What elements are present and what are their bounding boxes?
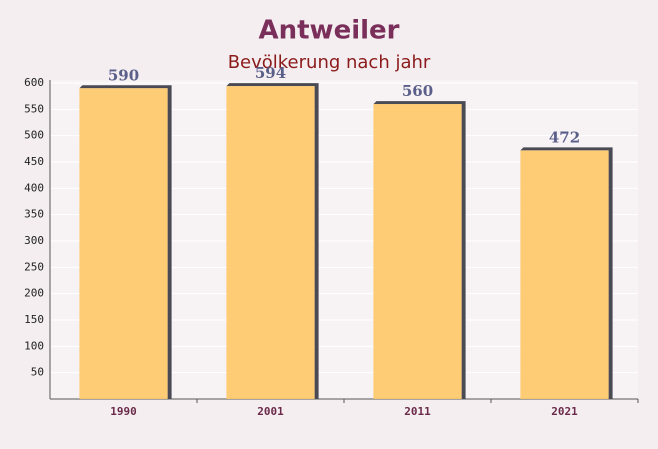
x-tick-label: 2011 [404,405,431,418]
y-tick-label: 550 [24,102,44,115]
x-tick-label: 2021 [551,405,578,418]
bar [79,88,168,400]
y-tick-label: 50 [31,366,44,379]
bar [373,104,462,400]
y-tick-label: 400 [24,181,44,194]
value-label: 590 [108,66,139,84]
y-tick-label: 300 [24,234,44,247]
y-tick-label: 450 [24,155,44,168]
value-label: 594 [255,64,286,82]
bar [520,150,609,399]
chart-title: Antweiler [259,16,400,46]
y-tick-label: 350 [24,208,44,221]
value-label: 472 [549,128,580,146]
y-tick-label: 600 [24,76,44,89]
y-tick-label: 500 [24,129,44,142]
y-tick-label: 200 [24,287,44,300]
bar [226,86,315,399]
y-tick-label: 250 [24,260,44,273]
y-tick-label: 150 [24,313,44,326]
chart-subtitle: Bevölkerung nach jahr [228,52,431,73]
x-tick-label: 2001 [257,405,284,418]
value-label: 560 [402,82,433,100]
y-tick-label: 100 [24,339,44,352]
x-tick-label: 1990 [110,405,137,418]
